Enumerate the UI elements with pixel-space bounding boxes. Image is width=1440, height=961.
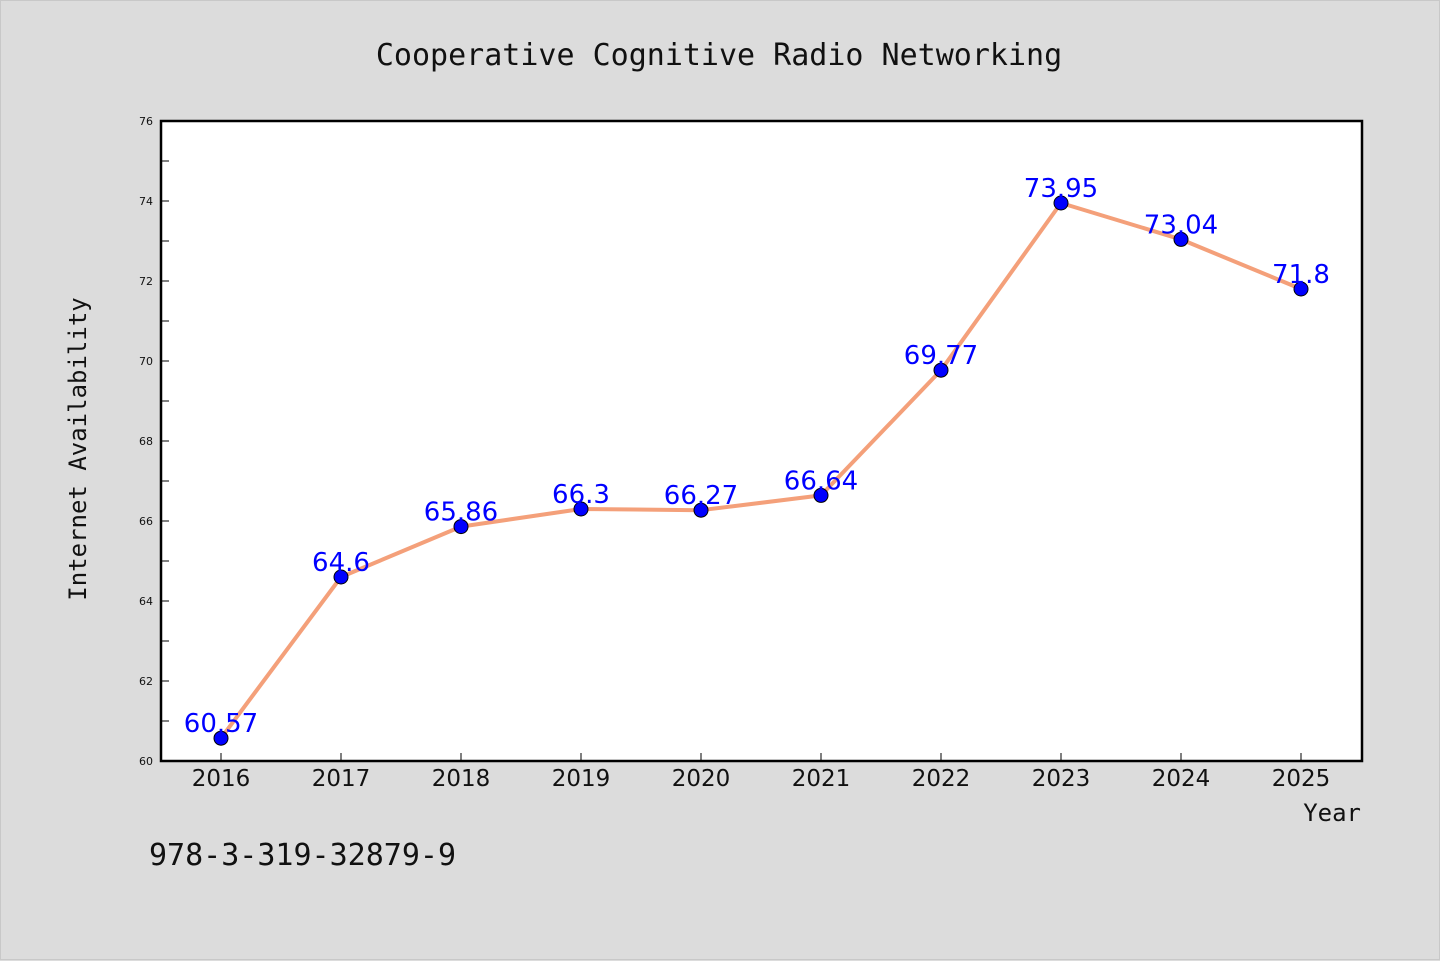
data-point (573, 501, 589, 517)
y-tick-label: 66 (139, 515, 153, 528)
y-tick-label: 72 (139, 275, 153, 288)
data-point (333, 569, 349, 585)
x-tick-label: 2016 (192, 766, 251, 792)
data-point (1293, 281, 1309, 297)
data-label: 66.64 (784, 466, 858, 496)
y-tick-label: 62 (139, 675, 153, 688)
data-label: 73.04 (1144, 210, 1218, 240)
data-point (453, 519, 469, 535)
x-tick-label: 2024 (1152, 766, 1211, 792)
data-label: 66.3 (552, 480, 610, 510)
data-label: 60.57 (184, 709, 258, 739)
plot-frame (159, 119, 1364, 763)
x-tick-label: 2020 (672, 766, 731, 792)
x-tick-label: 2019 (552, 766, 611, 792)
x-axis-label: Year (1303, 799, 1361, 827)
data-point (933, 362, 949, 378)
y-tick-label: 74 (139, 195, 153, 208)
data-point (813, 487, 829, 503)
data-label: 71.8 (1272, 260, 1330, 290)
x-tick-label: 2023 (1032, 766, 1091, 792)
data-label: 66.27 (664, 481, 738, 511)
data-point (1173, 231, 1189, 247)
plot-area (161, 121, 1362, 761)
x-axis-ticks: 2016 2017 2018 2019 2020 2021 2022 2023 2024 2025 (192, 753, 1331, 792)
isbn-text: 978-3-319-32879-9 (149, 838, 456, 873)
y-tick-label: 68 (139, 435, 153, 448)
x-tick-label: 2018 (432, 766, 491, 792)
y-axis-label: Internet Availability (64, 297, 92, 600)
x-tick-label: 2022 (912, 766, 971, 792)
chart-title: Cooperative Cognitive Radio Networking (376, 38, 1062, 73)
data-label: 69.77 (904, 341, 978, 371)
x-tick-label: 2021 (792, 766, 851, 792)
series-line (219, 201, 1302, 740)
x-tick-label: 2025 (1272, 766, 1331, 792)
y-axis-ticks: 60 62 64 66 68 70 72 74 76 (139, 115, 169, 768)
series-layer: 60.57 64.6 65.86 66.3 66.27 66.64 69.77 73.95 73… (184, 174, 1330, 746)
y-tick-label: 60 (139, 755, 153, 768)
data-point (1053, 195, 1069, 211)
x-tick-label: 2017 (312, 766, 371, 792)
data-label: 64.6 (312, 548, 370, 578)
data-label: 73.95 (1024, 174, 1098, 204)
y-tick-label: 76 (139, 115, 153, 128)
data-point (213, 730, 229, 746)
data-point (693, 502, 709, 518)
y-tick-label: 64 (139, 595, 153, 608)
data-label: 65.86 (424, 498, 498, 528)
y-tick-label: 70 (139, 355, 153, 368)
